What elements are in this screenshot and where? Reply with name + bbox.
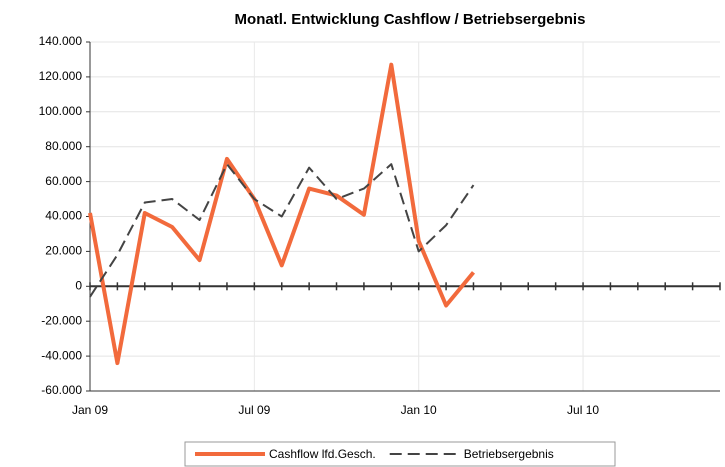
y-tick-label: 140.000 [39, 34, 83, 48]
x-tick-label: Jan 10 [401, 403, 437, 417]
series-line [88, 62, 476, 366]
y-tick-label: 60.000 [45, 174, 82, 188]
x-tick-label: Jan 09 [72, 403, 108, 417]
y-tick-label: -20.000 [41, 313, 82, 327]
y-tick-label: -60.000 [41, 383, 82, 397]
y-tick-label: 120.000 [39, 69, 83, 83]
y-tick-label: 80.000 [45, 139, 82, 153]
chart-title: Monatl. Entwicklung Cashflow / Betriebse… [235, 11, 586, 28]
y-tick-label: 100.000 [39, 104, 83, 118]
x-tick-label: Jul 10 [567, 403, 599, 417]
series-line [89, 163, 475, 298]
y-tick-label: 0 [75, 278, 82, 292]
legend-label: Cashflow lfd.Gesch. [269, 447, 376, 461]
y-tick-label: 40.000 [45, 209, 82, 223]
x-tick-label: Jul 09 [238, 403, 270, 417]
y-tick-label: 20.000 [45, 244, 82, 258]
y-tick-label: -40.000 [41, 348, 82, 362]
legend-label: Betriebsergebnis [464, 447, 554, 461]
